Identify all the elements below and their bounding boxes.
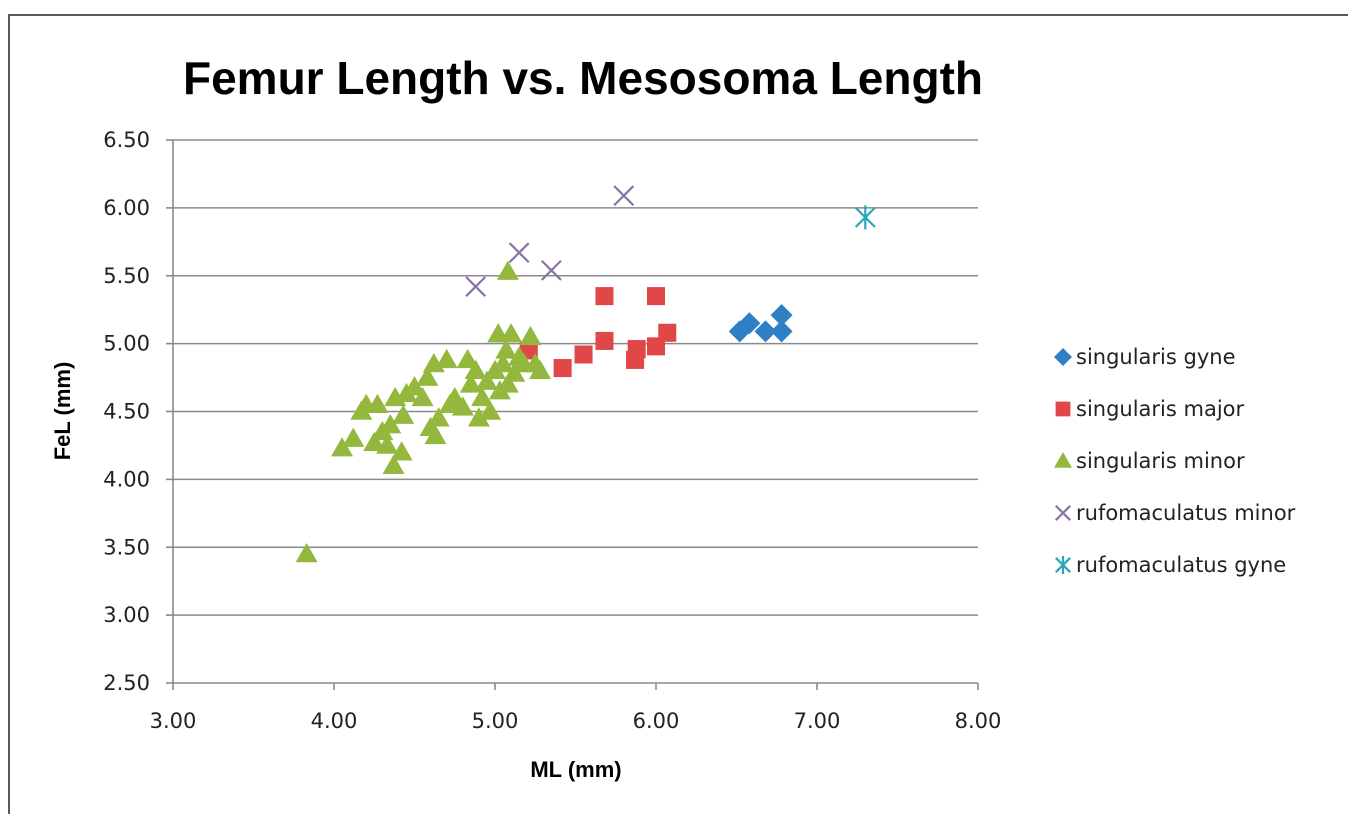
legend-label-singularis-gyne: singularis gyne bbox=[1076, 345, 1236, 369]
point-singularis-minor bbox=[496, 373, 519, 393]
legend-marker-singularis-gyne bbox=[1054, 348, 1072, 366]
point-singularis-major bbox=[646, 287, 666, 306]
point-singularis-minor bbox=[363, 431, 386, 451]
point-singularis-minor bbox=[479, 400, 502, 420]
point-singularis-minor bbox=[382, 454, 405, 475]
x-tick-label: 3.00 bbox=[150, 709, 197, 733]
point-singularis-major bbox=[658, 323, 677, 342]
point-singularis-minor bbox=[411, 386, 434, 407]
point-singularis-major bbox=[574, 345, 593, 364]
point-singularis-minor bbox=[403, 376, 426, 396]
point-singularis-gyne bbox=[770, 304, 793, 327]
legend: singularis gyne singularis major singulari… bbox=[1054, 345, 1296, 577]
y-tick-label: 2.50 bbox=[103, 671, 150, 695]
gridlines bbox=[173, 139, 978, 616]
point-singularis-minor bbox=[495, 339, 518, 359]
x-tick-label: 5.00 bbox=[472, 709, 519, 733]
point-singularis-minor bbox=[342, 427, 365, 447]
y-tick-label: 5.00 bbox=[103, 332, 150, 356]
point-singularis-minor bbox=[471, 386, 494, 407]
legend-marker-singularis-major bbox=[1055, 401, 1071, 417]
point-singularis-minor bbox=[519, 325, 542, 346]
point-singularis-minor bbox=[456, 348, 479, 369]
x-tick-label: 6.00 bbox=[633, 709, 680, 733]
point-singularis-minor bbox=[366, 393, 389, 413]
x-tick-label: 7.00 bbox=[794, 709, 841, 733]
point-singularis-minor bbox=[464, 359, 487, 380]
y-axis-label: FeL (mm) bbox=[50, 362, 75, 461]
point-singularis-minor bbox=[529, 359, 552, 380]
y-tick-label: 5.50 bbox=[103, 264, 150, 288]
point-singularis-minor bbox=[496, 260, 519, 280]
axes bbox=[166, 139, 979, 690]
point-singularis-gyne bbox=[770, 320, 793, 343]
point-singularis-major bbox=[553, 359, 572, 378]
y-tick-label: 3.50 bbox=[103, 535, 150, 559]
y-tick-labels: 2.50 3.00 3.50 4.00 4.50 5.00 5.50 6.00 6.50 bbox=[103, 128, 150, 695]
y-tick-label: 4.50 bbox=[103, 400, 150, 424]
point-rufomaculatus-gyne bbox=[854, 205, 876, 230]
point-singularis-major bbox=[646, 337, 666, 356]
point-singularis-minor bbox=[467, 407, 490, 427]
point-singularis-gyne bbox=[754, 320, 777, 343]
x-tick-label: 8.00 bbox=[955, 709, 1002, 733]
x-tick-label: 4.00 bbox=[311, 709, 358, 733]
chart-title: Femur Length vs. Mesosoma Length bbox=[183, 52, 983, 104]
legend-marker-singularis-minor bbox=[1054, 452, 1072, 468]
point-singularis-gyne bbox=[738, 312, 761, 335]
point-singularis-minor bbox=[295, 543, 318, 563]
data-points bbox=[295, 185, 876, 563]
y-tick-label: 6.00 bbox=[103, 196, 150, 220]
point-singularis-minor bbox=[331, 437, 354, 457]
point-singularis-minor bbox=[424, 424, 447, 445]
point-singularis-minor bbox=[379, 414, 402, 434]
point-rufomaculatus-minor bbox=[613, 185, 635, 207]
point-singularis-major bbox=[595, 287, 614, 306]
point-singularis-minor bbox=[416, 366, 439, 386]
legend-label-rufomaculatus-minor: rufomaculatus minor bbox=[1076, 501, 1296, 525]
point-rufomaculatus-minor bbox=[508, 242, 530, 264]
y-tick-label: 3.00 bbox=[103, 603, 150, 627]
legend-marker-rufomaculatus-gyne bbox=[1055, 556, 1071, 574]
point-rufomaculatus-minor bbox=[465, 276, 487, 297]
point-singularis-minor bbox=[475, 370, 498, 390]
point-singularis-minor bbox=[451, 396, 474, 416]
point-singularis-minor bbox=[392, 404, 415, 424]
legend-label-singularis-minor: singularis minor bbox=[1076, 449, 1245, 473]
point-singularis-minor bbox=[390, 441, 413, 461]
point-singularis-minor bbox=[435, 348, 458, 369]
point-singularis-minor bbox=[427, 407, 450, 427]
point-singularis-minor bbox=[376, 434, 399, 454]
legend-label-rufomaculatus-gyne: rufomaculatus gyne bbox=[1076, 553, 1286, 577]
legend-label-singularis-major: singularis major bbox=[1076, 397, 1245, 421]
point-singularis-major bbox=[627, 340, 646, 359]
x-tick-labels: 3.00 4.00 5.00 6.00 7.00 8.00 bbox=[150, 709, 1002, 733]
point-singularis-minor bbox=[459, 373, 482, 393]
x-axis-label: ML (mm) bbox=[530, 757, 621, 782]
y-tick-label: 4.00 bbox=[103, 467, 150, 491]
point-singularis-minor bbox=[500, 323, 523, 343]
point-rufomaculatus-minor bbox=[540, 259, 562, 281]
point-singularis-minor bbox=[492, 352, 515, 373]
chart-frame bbox=[8, 14, 1348, 814]
legend-marker-rufomaculatus-minor bbox=[1055, 505, 1071, 521]
point-singularis-major bbox=[595, 331, 614, 350]
y-tick-label: 6.50 bbox=[103, 128, 150, 152]
